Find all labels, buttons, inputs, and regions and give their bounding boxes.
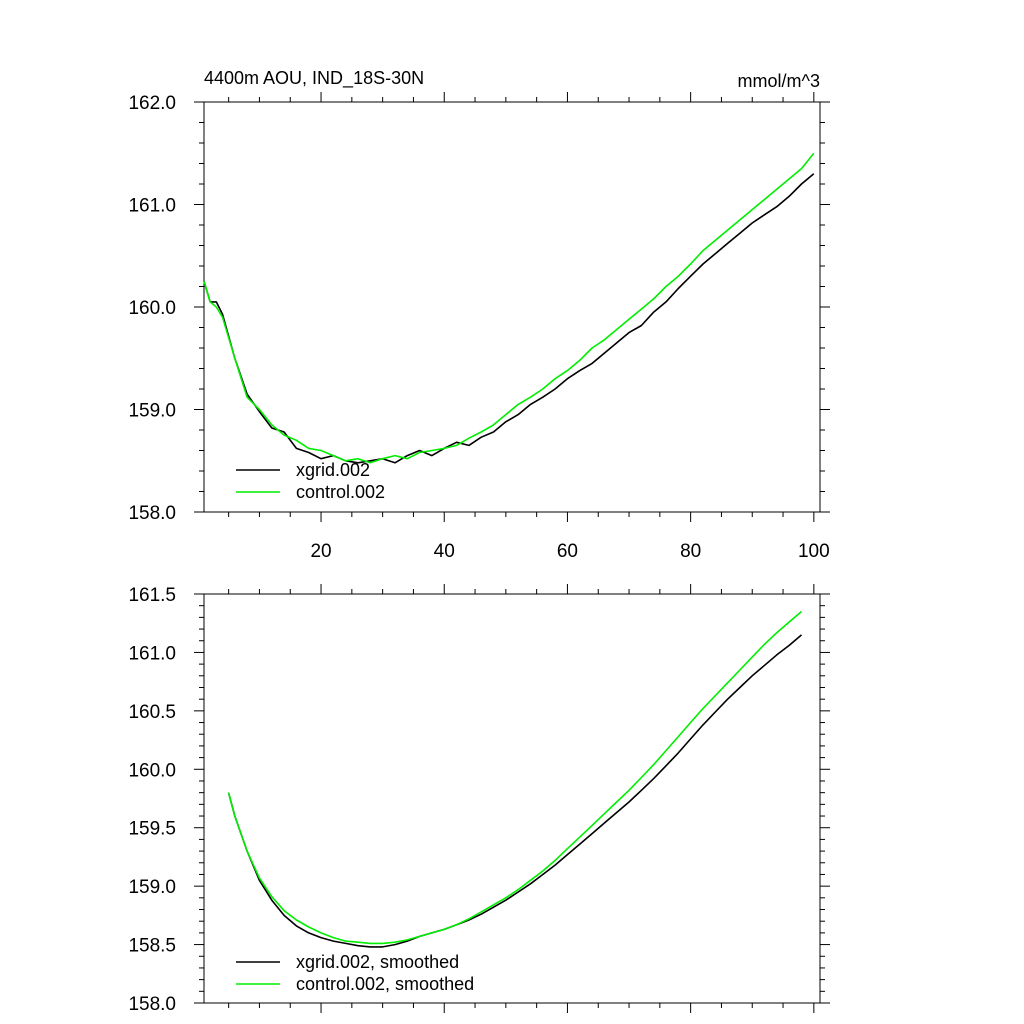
- panel-1-frame: [203, 101, 821, 513]
- panel-1-series-2-line: [203, 152, 815, 464]
- panel-2-series-2-line: [227, 610, 803, 945]
- panel-1-legend-label-1: xgrid.002: [296, 460, 370, 480]
- panel-1-ytick-label: 159.0: [128, 401, 176, 422]
- panel-2-ytick-label: 160.0: [128, 760, 176, 781]
- panel-1-ytick-label: 158.0: [128, 503, 176, 524]
- panel-1-ytick-label: 160.0: [128, 298, 176, 319]
- panel-1-xtick-label: 60: [557, 541, 578, 562]
- panel-2-ytick-label: 158.0: [128, 994, 176, 1015]
- panel-1-title: 4400m AOU, IND_18S-30N: [204, 68, 424, 89]
- panel-1-series-1-line: [203, 173, 815, 464]
- panel-2-ytick-label: 161.5: [128, 585, 176, 606]
- panel-1-xtick-label: 40: [434, 541, 455, 562]
- panel-1-units: mmol/m^3: [738, 71, 820, 91]
- panel-2-ytick-label: 158.5: [128, 936, 176, 957]
- panel-2-series-1-line: [227, 634, 803, 948]
- panel-2-legend-label-2: control.002, smoothed: [296, 974, 474, 994]
- panel-2-frame: [203, 593, 821, 1004]
- panel-2-ytick-label: 159.0: [128, 877, 176, 898]
- panel-1-xtick-label: 100: [798, 541, 830, 562]
- panel-2-ytick-label: 161.0: [128, 643, 176, 664]
- panel-2-ytick-label: 159.5: [128, 819, 176, 840]
- panel-1-xtick-label: 80: [680, 541, 701, 562]
- panel-1-xtick-label: 20: [310, 541, 331, 562]
- panel-1-ytick-label: 162.0: [128, 93, 176, 114]
- panel-2-ytick-label: 160.5: [128, 702, 176, 723]
- panel-1-legend-label-2: control.002: [296, 482, 385, 502]
- panel-2-plot: 158.0 158.5 159.0 159.5 160.0 160.5 161.0 161.5…: [128, 584, 830, 1015]
- panel-1-ytick-label: 161.0: [128, 196, 176, 217]
- panel-2-legend-label-1: xgrid.002, smoothed: [296, 952, 459, 972]
- panel-1-plot: 20 40 60 80 100 158.0 159.0 160.0 161.0 162.0 xgri…: [128, 92, 830, 562]
